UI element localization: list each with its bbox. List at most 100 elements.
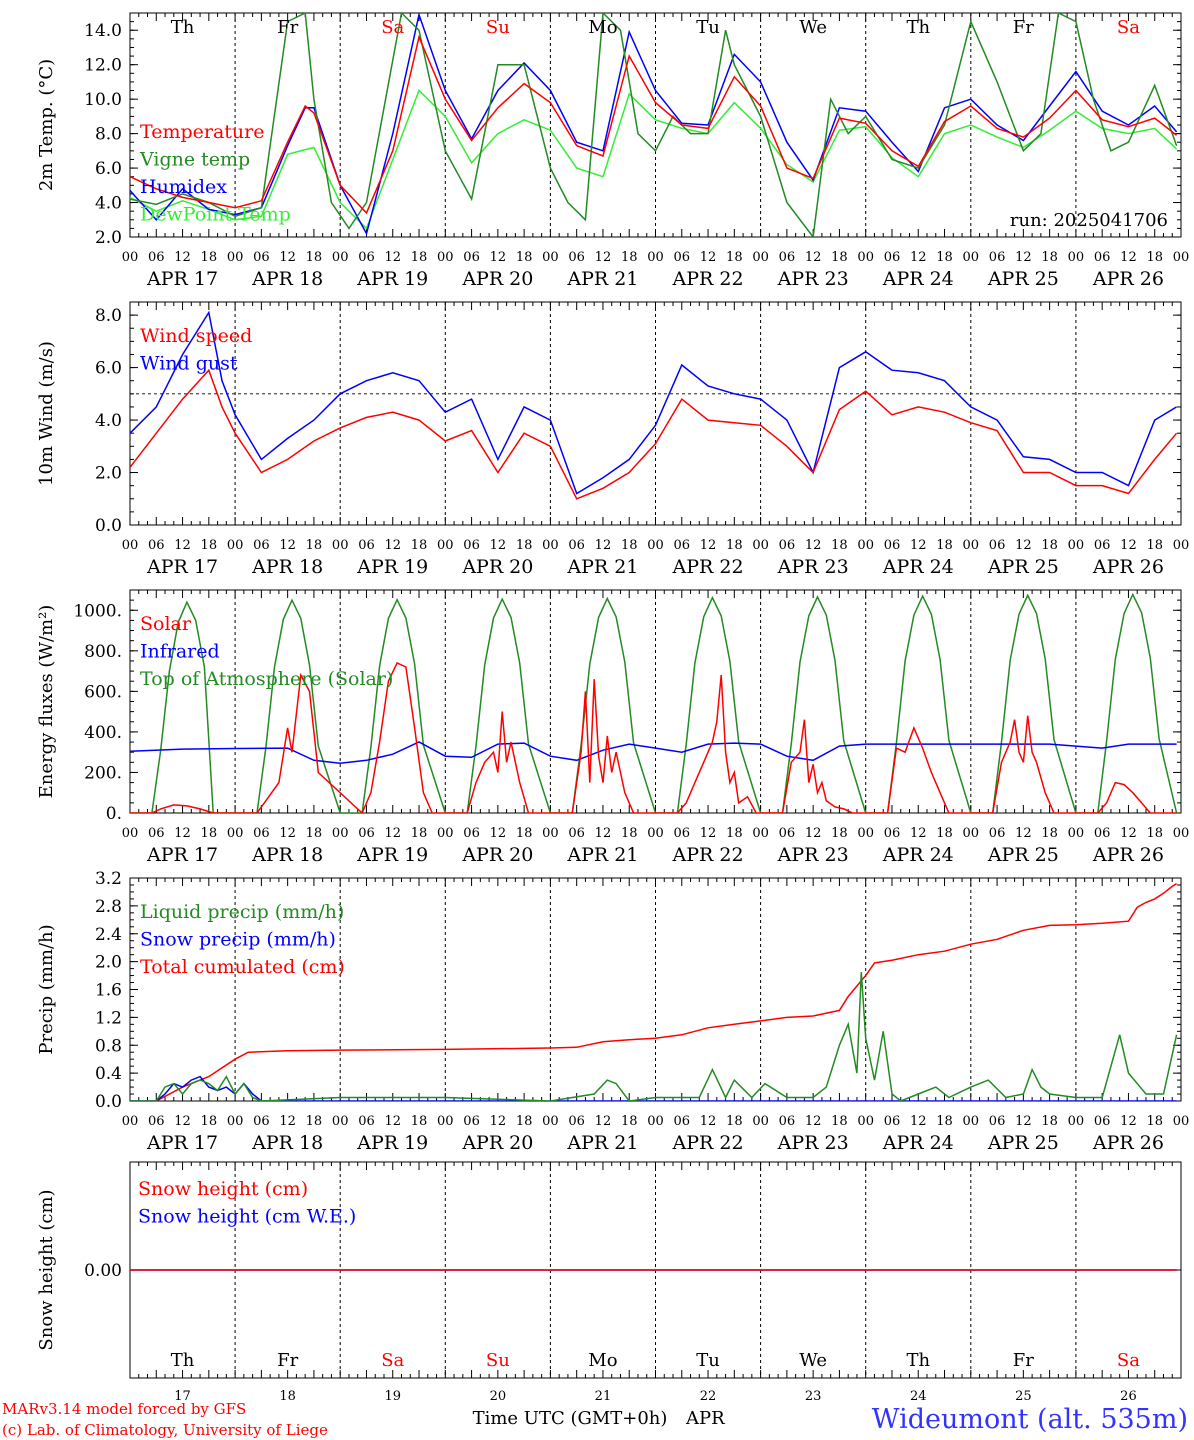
hour-label: 18 (516, 538, 533, 553)
legend-entry: Snow precip (mm/h) (140, 929, 336, 951)
y-axis-label: Energy fluxes (W/m²) (36, 605, 57, 799)
date-label: APR 26 (1092, 268, 1164, 290)
y-tick-label: 6.0 (95, 159, 122, 179)
hour-label: 00 (542, 250, 559, 265)
date-label: APR 26 (1092, 556, 1164, 578)
hour-label: 12 (384, 1114, 401, 1129)
y-axis-label: 2m Temp. (°C) (36, 59, 57, 191)
hour-label: 00 (963, 250, 980, 265)
hour-label: 18 (936, 538, 953, 553)
y-tick-label: 3.2 (95, 869, 122, 889)
y-tick-label: 2.0 (95, 464, 122, 484)
hour-label: 00 (227, 826, 244, 841)
y-axis-label: Snow height (cm) (36, 1189, 57, 1350)
hour-label: 06 (1094, 1114, 1111, 1129)
hour-label: 06 (884, 1114, 901, 1129)
date-label: APR 17 (146, 1132, 218, 1154)
hour-label: 00 (437, 538, 454, 553)
weekday-label: We (799, 17, 827, 38)
hour-label: 12 (1015, 250, 1032, 265)
weekday-label: Th (906, 1350, 930, 1371)
hour-label: 18 (201, 538, 218, 553)
hour-label: 06 (148, 1114, 165, 1129)
hour-label: 00 (1068, 538, 1085, 553)
hour-label: 06 (568, 538, 585, 553)
weekday-label: Sa (381, 17, 404, 38)
hour-label: 18 (411, 1114, 428, 1129)
hour-label: 12 (1120, 1114, 1137, 1129)
hour-label: 12 (174, 250, 191, 265)
hour-label: 06 (779, 538, 796, 553)
date-label: APR 21 (566, 844, 638, 866)
hour-label: 00 (542, 538, 559, 553)
hour-label: 06 (989, 1114, 1006, 1129)
hour-label: 12 (700, 826, 717, 841)
y-tick-label: 1.2 (95, 1008, 122, 1028)
hour-label: 12 (490, 826, 507, 841)
hour-label: 00 (963, 538, 980, 553)
hour-label: 12 (279, 826, 296, 841)
hour-label: 00 (752, 826, 769, 841)
date-label: APR 19 (356, 268, 428, 290)
hour-label: 12 (1120, 826, 1137, 841)
hour-label: 06 (779, 826, 796, 841)
hour-label: 00 (647, 826, 664, 841)
hour-label: 12 (384, 826, 401, 841)
weekday-label: Tu (696, 17, 720, 38)
day-number: 17 (174, 1389, 191, 1404)
hour-label: 06 (674, 538, 691, 553)
hour-label: 06 (884, 826, 901, 841)
panel-3: 0. 200. 400. 600. 800. 1000. Energy fluxes (W/… (36, 589, 1189, 866)
date-label: APR 24 (882, 268, 954, 290)
y-tick-label: 0.00 (84, 1261, 122, 1281)
hour-label: 18 (621, 1114, 638, 1129)
hour-label: 12 (490, 250, 507, 265)
hour-label: 12 (174, 1114, 191, 1129)
run-annotation: run: 2025041706 (1010, 210, 1168, 231)
hour-label: 18 (936, 1114, 953, 1129)
hour-label: 00 (1068, 250, 1085, 265)
date-label: APR 18 (251, 844, 323, 866)
date-label: APR 24 (882, 556, 954, 578)
date-label: APR 21 (566, 1132, 638, 1154)
hour-label: 12 (595, 538, 612, 553)
hour-label: 00 (437, 826, 454, 841)
weekday-label: Mo (588, 17, 617, 38)
hour-label: 06 (1094, 538, 1111, 553)
date-label: APR 25 (987, 268, 1059, 290)
hour-label: 00 (752, 250, 769, 265)
date-label: APR 17 (146, 844, 218, 866)
panel-1: 2.0 4.0 6.0 8.0 10.0 12.0 14.0 2m Temp. (°C) Tem… (36, 12, 1189, 290)
y-tick-label: 2.0 (95, 953, 122, 973)
hour-label: 18 (201, 826, 218, 841)
hour-label: 12 (1120, 250, 1137, 265)
hour-label: 18 (306, 538, 323, 553)
hour-label: 18 (936, 826, 953, 841)
hour-label: 12 (595, 250, 612, 265)
hour-label: 06 (148, 826, 165, 841)
y-axis-label: Precip (mm/h) (36, 924, 57, 1054)
hour-label: 06 (779, 250, 796, 265)
weekday-label: Fr (277, 17, 298, 38)
day-number: 23 (805, 1389, 822, 1404)
hour-label: 18 (1146, 826, 1163, 841)
date-label: APR 22 (672, 844, 744, 866)
hour-label: 00 (963, 1114, 980, 1129)
hour-label: 12 (490, 1114, 507, 1129)
hour-label: 06 (1094, 250, 1111, 265)
hour-label: 06 (884, 250, 901, 265)
legend-entry: Top of Atmosphere (Solar) (140, 668, 393, 690)
hour-label: 00 (227, 250, 244, 265)
legend-entry: Wind speed (140, 325, 252, 347)
hour-label: 06 (358, 826, 375, 841)
series-line (130, 13, 1178, 237)
hour-label: 18 (621, 826, 638, 841)
hour-label: 18 (936, 250, 953, 265)
weekday-label: Fr (1013, 1350, 1034, 1371)
hour-label: 18 (201, 1114, 218, 1129)
date-label: APR 25 (987, 844, 1059, 866)
hour-label: 06 (253, 826, 270, 841)
hour-label: 18 (726, 538, 743, 553)
hour-label: 00 (857, 250, 874, 265)
